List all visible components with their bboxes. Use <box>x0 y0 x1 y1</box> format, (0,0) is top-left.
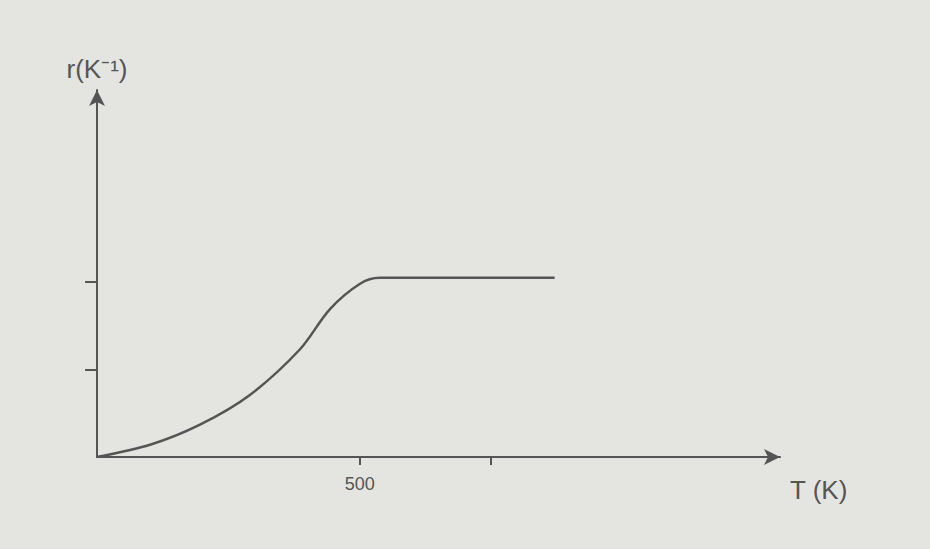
svg-text:500: 500 <box>345 474 375 494</box>
svg-text:r(K⁻¹): r(K⁻¹) <box>67 54 128 84</box>
svg-text:T (K): T (K) <box>790 475 847 505</box>
